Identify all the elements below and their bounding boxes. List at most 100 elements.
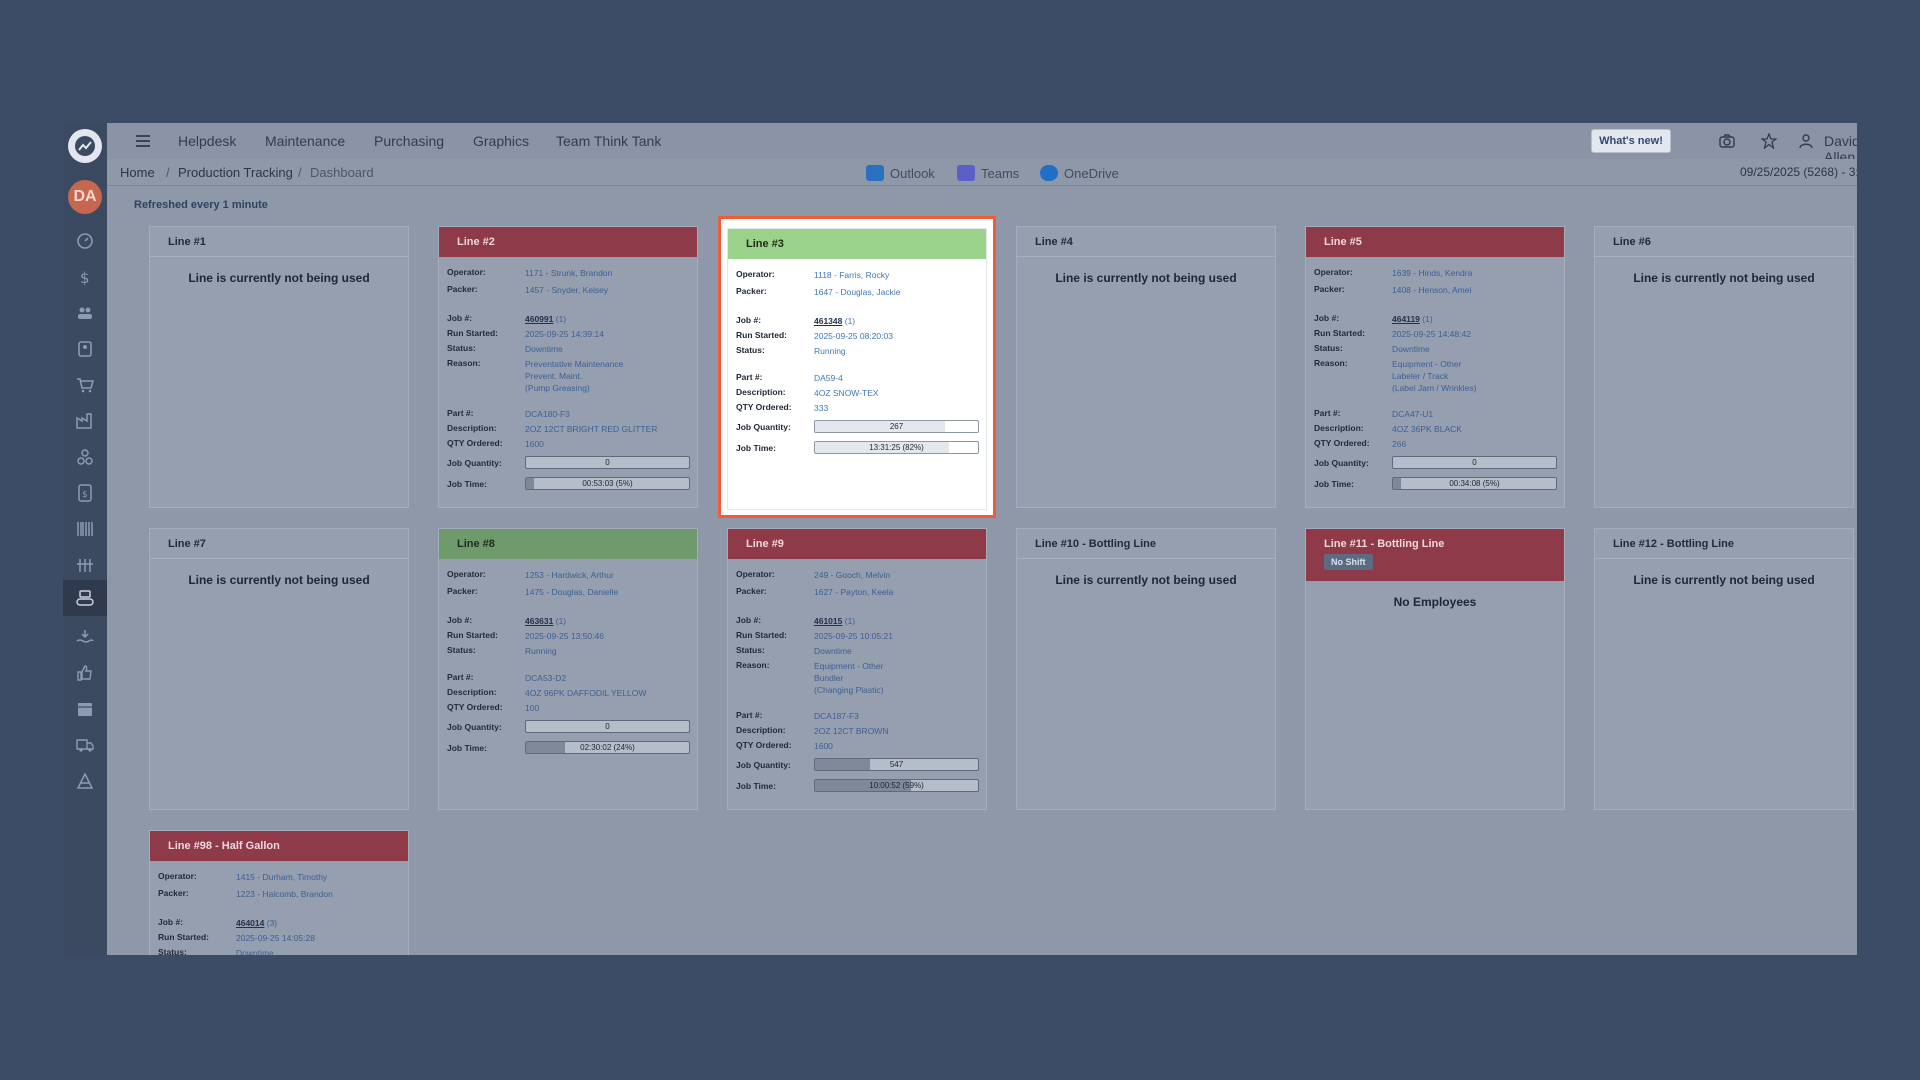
truck-icon[interactable] — [75, 735, 95, 755]
nav-graphics[interactable]: Graphics — [473, 133, 530, 149]
conveyor-icon[interactable] — [63, 580, 107, 616]
line-card-9[interactable]: Line #9 Operator: 249 - Gooch, Melvin Pac… — [727, 528, 987, 810]
job-time-label: Job Time: — [736, 781, 776, 791]
factory-icon[interactable] — [75, 411, 95, 431]
line-card-3[interactable]: Line #3 Operator: 1118 - Farris, Rocky Pa… — [727, 228, 987, 510]
camera-icon[interactable] — [1719, 133, 1735, 149]
line-card-8[interactable]: Line #8 Operator: 1253 - Hardwick, Arthur… — [438, 528, 698, 810]
nav-team-think-tank[interactable]: Team Think Tank — [556, 133, 662, 149]
status-label: Status: — [158, 947, 187, 955]
qty-ordered-value: 100 — [525, 703, 540, 713]
job-link[interactable]: 464119 — [1392, 314, 1420, 324]
star-icon[interactable] — [1761, 133, 1777, 149]
description-label: Description: — [1314, 423, 1364, 433]
whats-new-button[interactable]: What's new! — [1591, 129, 1671, 153]
barcode-icon[interactable] — [75, 519, 95, 539]
description-label: Description: — [736, 725, 786, 735]
job-time-bar: 00:34:08 (5%) — [1392, 477, 1557, 490]
sidebar: DA $ $ — [63, 123, 107, 955]
run-started-label: Run Started: — [447, 630, 498, 640]
nav-purchasing[interactable]: Purchasing — [374, 133, 445, 149]
nav-helpdesk[interactable]: Helpdesk — [178, 133, 237, 149]
job-quantity-bar: 0 — [525, 456, 690, 469]
line-title: Line #6 — [1595, 227, 1853, 257]
job-link[interactable]: 461348 — [814, 316, 843, 326]
reason-line: Labeler / Track — [1392, 371, 1449, 381]
rack-icon[interactable] — [75, 555, 95, 575]
breadcrumb-home[interactable]: Home — [120, 165, 155, 180]
job-count: (1) — [844, 316, 856, 326]
operator-label: Operator: — [447, 569, 486, 579]
line-title: Line #2 — [439, 227, 697, 257]
cart-icon[interactable] — [75, 375, 95, 395]
reason-label: Reason: — [736, 660, 770, 670]
reason-line: Bundler — [814, 673, 844, 683]
calendar-icon[interactable] — [75, 699, 95, 719]
status-label: Status: — [447, 645, 476, 655]
run-started-label: Run Started: — [447, 328, 498, 338]
job-quantity-label: Job Quantity: — [1314, 458, 1369, 468]
line-card-1[interactable]: Line #1 Line is currently not being used — [149, 226, 409, 508]
hamburger-menu-icon[interactable] — [135, 134, 151, 148]
line-header: Line #11 - Bottling Line No Shift — [1306, 529, 1564, 581]
thumbs-up-icon[interactable] — [75, 663, 95, 683]
qty-ordered-label: QTY Ordered: — [447, 702, 503, 712]
shapes-icon[interactable] — [75, 447, 95, 467]
line-title: Line #9 — [728, 529, 986, 559]
status-value: Downtime — [236, 948, 274, 955]
job-time-label: Job Time: — [447, 479, 487, 489]
operator-label: Operator: — [158, 871, 197, 881]
packer-label: Packer: — [158, 888, 189, 898]
not-used-message: Line is currently not being used — [1633, 573, 1815, 587]
invoice-icon[interactable]: $ — [75, 483, 95, 503]
reason-line: Equipment - Other — [814, 661, 884, 671]
job-label: Job #: — [447, 615, 473, 625]
line-card-12[interactable]: Line #12 - Bottling Line Line is current… — [1594, 528, 1854, 810]
part-value: DCA47-U1 — [1392, 409, 1434, 419]
job-link[interactable]: 460991 — [525, 314, 554, 324]
not-used-message: Line is currently not being used — [1055, 271, 1237, 285]
packer-label: Packer: — [1314, 284, 1345, 294]
line-title: Line #8 — [439, 529, 697, 559]
part-value: DCA53-D2 — [525, 673, 567, 683]
dollar-icon[interactable]: $ — [75, 267, 95, 287]
dashboard-icon[interactable] — [75, 231, 95, 251]
part-value: DCA180-F3 — [525, 409, 570, 419]
qty-ordered-label: QTY Ordered: — [736, 740, 792, 750]
line-card-6[interactable]: Line #6 Line is currently not being used — [1594, 226, 1854, 508]
line-card-2[interactable]: Line #2 Operator: 1171 - Strunk, Brandon … — [438, 226, 698, 508]
status-label: Status: — [1314, 343, 1343, 353]
user-icon[interactable] — [1798, 133, 1814, 149]
job-link[interactable]: 463631 — [525, 616, 554, 626]
job-quantity-bar: 0 — [1392, 456, 1557, 469]
breadcrumb-separator: / — [298, 165, 302, 180]
job-label: Job #: — [158, 917, 184, 927]
line-card-11[interactable]: Line #11 - Bottling Line No Shift No Emp… — [1305, 528, 1565, 810]
water-icon[interactable] — [75, 627, 95, 647]
line-card-4[interactable]: Line #4 Line is currently not being used — [1016, 226, 1276, 508]
job-link[interactable]: 464014 — [236, 918, 265, 928]
top-navbar: Helpdesk Maintenance Purchasing Graphics… — [107, 123, 1857, 165]
nav-maintenance[interactable]: Maintenance — [265, 133, 346, 149]
packer-value: 1457 - Snyder, Kelsey — [525, 285, 609, 295]
outlook-link[interactable]: Outlook — [866, 165, 935, 181]
contacts-icon[interactable] — [75, 339, 95, 359]
logo-icon[interactable] — [68, 129, 102, 163]
packer-value: 1627 - Payton, Keela — [814, 587, 894, 597]
teams-link[interactable]: Teams — [957, 165, 1019, 181]
line-card-5[interactable]: Line #5 Operator: 1639 - Hinds, Kendra Pa… — [1305, 226, 1565, 508]
run-started-value: 2025-09-25 10:05:21 — [814, 631, 893, 641]
breadcrumb-production-tracking[interactable]: Production Tracking — [178, 165, 293, 180]
job-link[interactable]: 461015 — [814, 616, 843, 626]
line-card-7[interactable]: Line #7 Line is currently not being used — [149, 528, 409, 810]
avatar[interactable]: DA — [68, 180, 102, 214]
part-value: DA59-4 — [814, 373, 843, 383]
line-card-10[interactable]: Line #10 - Bottling Line Line is current… — [1016, 528, 1276, 810]
qty-ordered-value: 1600 — [814, 741, 833, 751]
onedrive-link[interactable]: OneDrive — [1040, 165, 1119, 181]
reason-line: Preventative Maintenance — [525, 359, 624, 369]
line-card-98[interactable]: Line #98 - Half Gallon Operator: 1415 - D… — [149, 830, 409, 955]
triangle-icon[interactable] — [75, 771, 95, 791]
qty-ordered-value: 333 — [814, 403, 829, 413]
users-icon[interactable] — [75, 303, 95, 323]
